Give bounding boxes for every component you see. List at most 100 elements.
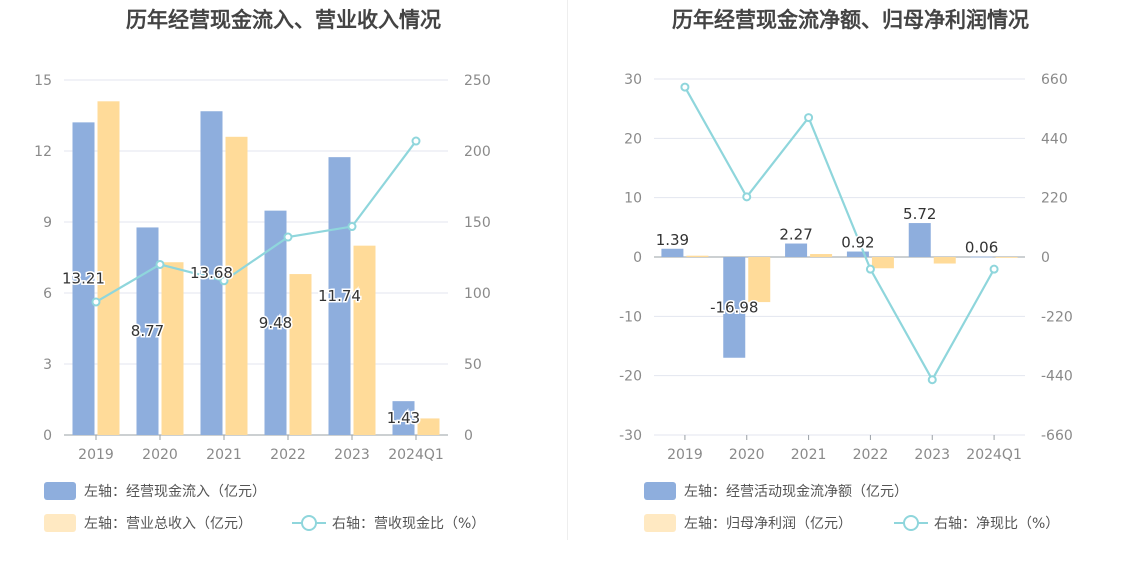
bar [970,256,993,258]
y-tick-label-left: 30 [624,72,642,88]
y-tick-label-right: 440 [1041,131,1068,147]
legend-swatch [894,514,928,532]
y-tick-label-right: 150 [464,215,491,231]
x-tick-label: 2019 [78,447,114,463]
line-point [91,297,101,307]
panel-divider [567,0,568,540]
legend-label: 右轴：净现比（%） [934,516,1060,532]
y-tick-label-left: -10 [619,309,642,325]
bar [200,111,223,436]
x-tick-label: 2024Q1 [388,447,444,463]
x-tick-label: 2020 [142,447,178,463]
legend-item[interactable]: 左轴：营业总收入（亿元） [44,513,252,533]
bar [748,257,771,303]
y-tick-label-left: -30 [619,428,642,444]
y-tick-label-left: -20 [619,369,642,385]
legend-label: 左轴：归母净利润（亿元） [684,516,852,532]
line-point [742,192,752,202]
data-label: 13.68 [190,264,233,282]
x-tick-label: 2022 [270,447,306,463]
data-label: 13.21 [62,270,105,288]
legend-swatch [644,514,676,532]
legend-item[interactable]: 左轴：经营活动现金流净额（亿元） [644,481,908,501]
bar [995,257,1018,258]
legend-item[interactable]: 左轴：归母净利润（亿元） [644,513,852,533]
y-tick-label-left: 12 [34,144,52,160]
y-tick-label-right: 220 [1041,191,1068,207]
y-tick-label-right: 250 [464,73,491,89]
bar [136,227,159,435]
y-tick-label-left: 15 [34,73,52,89]
line-point [219,276,229,286]
bar [97,101,120,436]
y-tick-label-right: 50 [464,357,482,373]
x-tick-label: 2023 [914,447,950,463]
chart-canvas: -30 -20 -10 0 10 20 30 -660 -440 -220 0 220 440 660 20… [619,72,1073,463]
x-tick-label: 2024Q1 [966,447,1022,463]
y-tick-label-right: 100 [464,286,491,302]
x-tick-label: 2019 [667,447,703,463]
legend-item[interactable]: 右轴：净现比（%） [894,513,1059,533]
y-tick-label-left: 3 [43,357,52,373]
line-point [155,259,165,269]
data-label: 9.48 [259,314,292,332]
line-point [411,136,421,146]
y-tick-label-right: -220 [1041,309,1073,325]
bar [908,223,931,257]
legend-item[interactable]: 左轴：经营现金流入（亿元） [44,481,266,501]
y-tick-label-left: 0 [43,428,52,444]
legend-item[interactable]: 右轴：营收现金比（%） [292,513,485,533]
line-point [989,264,999,274]
legend-label: 左轴：营业总收入（亿元） [84,516,252,532]
bar [392,401,415,435]
y-tick-label-left: 20 [624,131,642,147]
chart-panel-left: 历年经营现金流入、营业收入情况 0 3 6 9 12 15 0 50 100 150 200 250 2… [34,8,491,533]
bar [686,255,709,257]
legend-swatch [644,482,676,500]
y-tick-label-right: 200 [464,144,491,160]
data-label: 11.74 [318,287,361,305]
line-point [283,232,293,242]
data-label: 0.92 [841,234,874,252]
legend-swatch [44,482,76,500]
bar [353,245,376,435]
bar [723,257,746,358]
y-tick-label-right: 0 [1041,250,1050,266]
legend-label: 左轴：经营现金流入（亿元） [84,484,266,500]
bar [785,243,808,257]
chart-title: 历年经营现金流入、营业收入情况 [126,8,441,32]
legend-swatch [292,514,326,532]
bar [417,418,440,435]
bar [846,251,869,257]
data-label: 1.43 [387,409,420,427]
series-line [95,140,417,303]
line-point [347,222,357,232]
bar [289,274,312,435]
line-point [927,375,937,385]
data-label: 2.27 [779,226,812,244]
bar [225,136,248,436]
data-label: 8.77 [131,322,164,340]
y-tick-label-left: 6 [43,286,52,302]
bar [810,254,833,257]
bar [871,257,894,269]
bar [933,257,956,264]
y-tick-label-left: 9 [43,215,52,231]
bar [72,122,95,435]
x-tick-label: 2023 [334,447,370,463]
data-label: 0.06 [965,239,998,257]
legend-label: 左轴：经营活动现金流净额（亿元） [684,484,908,500]
y-tick-label-right: -660 [1041,428,1073,444]
bar [161,262,184,435]
series-line [683,86,996,382]
x-tick-label: 2021 [206,447,242,463]
line-point [680,82,690,92]
y-tick-label-right: 660 [1041,72,1068,88]
line-point [865,264,875,274]
y-tick-label-left: 0 [633,250,642,266]
y-tick-label-right: 0 [464,428,473,444]
y-tick-label-right: -440 [1041,369,1073,385]
y-tick-label-left: 10 [624,191,642,207]
legend-label: 右轴：营收现金比（%） [332,516,486,532]
